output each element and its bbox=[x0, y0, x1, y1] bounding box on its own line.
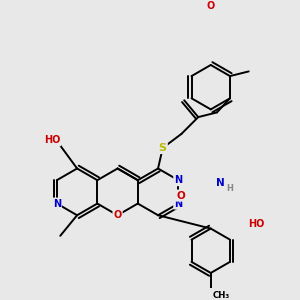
Text: O: O bbox=[176, 190, 185, 201]
Text: N: N bbox=[53, 199, 61, 208]
Text: HO: HO bbox=[248, 220, 264, 230]
Text: O: O bbox=[113, 210, 122, 220]
Text: H: H bbox=[226, 184, 233, 193]
Text: S: S bbox=[159, 143, 167, 153]
Text: HO: HO bbox=[44, 136, 60, 146]
Text: N: N bbox=[216, 178, 225, 188]
Text: O: O bbox=[207, 1, 215, 11]
Text: N: N bbox=[174, 199, 182, 208]
Text: N: N bbox=[174, 175, 182, 185]
Text: CH₃: CH₃ bbox=[213, 291, 230, 300]
